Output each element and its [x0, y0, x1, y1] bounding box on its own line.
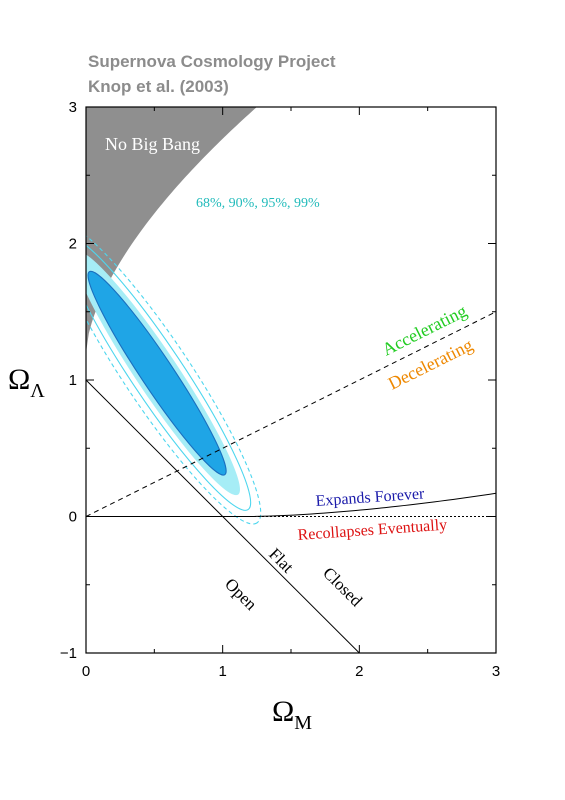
contour-99: [86, 221, 262, 525]
y-axis-title-main: Ω: [8, 363, 30, 396]
expand-recollapse-line: [86, 492, 496, 517]
label-flat: Flat: [265, 544, 297, 576]
x-tick-label: 1: [218, 663, 226, 680]
x-axis-title-main: Ω: [272, 695, 294, 728]
header-line-1: Supernova Cosmology Project: [88, 52, 336, 71]
label-recollapses-eventually: Recollapses Eventually: [297, 517, 448, 544]
x-axis-title: ΩM: [272, 695, 312, 734]
x-tick-label: 0: [82, 663, 90, 680]
y-tick-label: 1: [69, 372, 77, 389]
header-line-2: Knop et al. (2003): [88, 77, 229, 96]
y-axis-title-sub: Λ: [30, 380, 45, 402]
y-tick-label: 3: [69, 99, 77, 116]
contour-68: [87, 270, 227, 476]
label-confidence-levels: 68%, 90%, 95%, 99%: [196, 196, 320, 211]
y-axis-title: ΩΛ: [8, 363, 45, 402]
y-tick-label: 2: [69, 236, 77, 253]
y-tick-label: 0: [69, 509, 77, 526]
no-big-bang-region: [86, 107, 257, 353]
contour-95: [86, 235, 252, 511]
plot-area: [86, 107, 496, 653]
confidence-contours: [86, 221, 262, 525]
accel-decel-line: [86, 311, 496, 517]
label-expands-forever: Expands Forever: [315, 485, 425, 510]
x-tick-label: 2: [355, 663, 363, 680]
x-axis-title-sub: M: [294, 712, 312, 734]
axis-tick-labels: 0 1 2 3 −1 0 1 2 3: [60, 99, 500, 680]
label-closed: Closed: [319, 563, 366, 610]
x-tick-label: 3: [492, 663, 500, 680]
label-open: Open: [221, 574, 261, 614]
axis-ticks: [85, 106, 497, 654]
label-no-big-bang: No Big Bang: [105, 134, 200, 154]
y-tick-label: −1: [60, 645, 77, 662]
